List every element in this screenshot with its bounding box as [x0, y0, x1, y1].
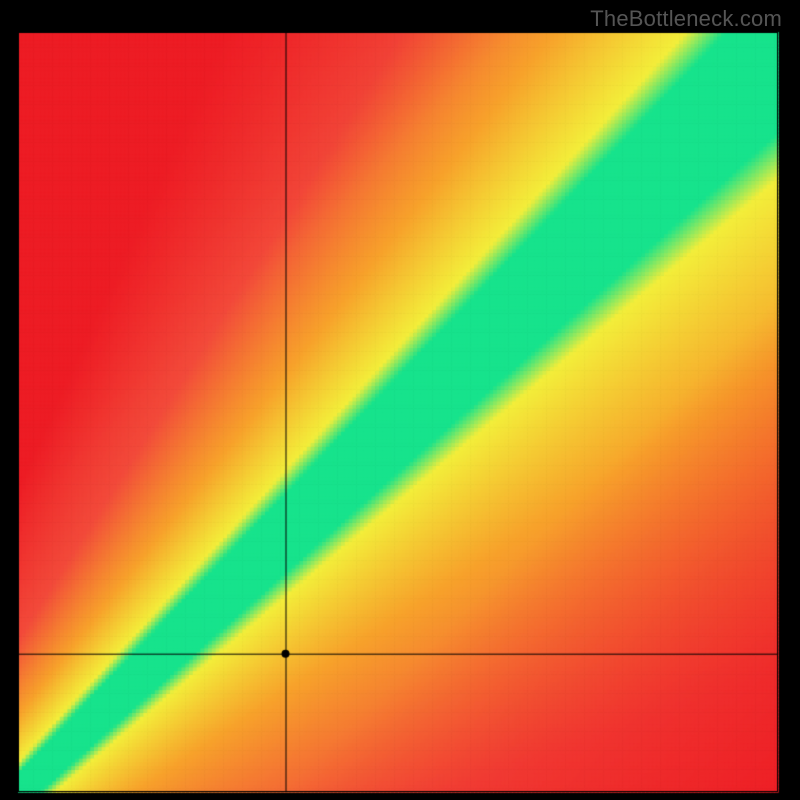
bottleneck-heatmap	[0, 0, 800, 800]
chart-container: { "watermark": "TheBottleneck.com", "cha…	[0, 0, 800, 800]
watermark-text: TheBottleneck.com	[590, 6, 782, 32]
